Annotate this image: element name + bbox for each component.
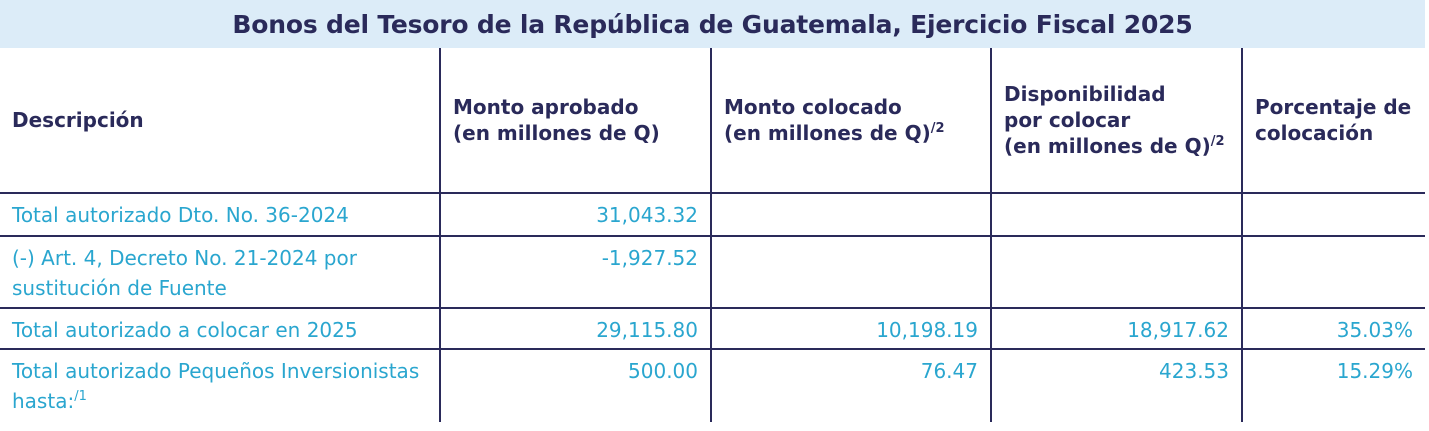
table-row: (-) Art. 4, Decreto No. 21-2024 por sust… (0, 236, 1425, 308)
header-disponibilidad-line3-wrap: (en millones de Q)/2 (1004, 133, 1229, 159)
header-disponibilidad-line3: (en millones de Q) (1004, 134, 1211, 158)
cell-monto-colocado: 76.47 (710, 349, 991, 422)
cell-monto-aprobado: 31,043.32 (439, 193, 711, 236)
header-monto-colocado-line1: Monto colocado (724, 95, 902, 119)
header-porcentaje: Porcentaje de colocación (1241, 48, 1425, 193)
cell-monto-colocado (710, 236, 991, 308)
cell-monto-colocado: 10,198.19 (710, 308, 991, 349)
header-monto-aprobado-line2: (en millones de Q) (453, 121, 660, 145)
cell-porcentaje (1241, 193, 1425, 236)
cell-disponibilidad (990, 193, 1242, 236)
header-descripcion-label: Descripción (12, 108, 144, 132)
header-monto-colocado-line2-wrap: (en millones de Q)/2 (724, 120, 978, 146)
cell-descripcion: Total autorizado a colocar en 2025 (12, 318, 358, 342)
header-porcentaje-line1: Porcentaje de (1255, 95, 1412, 119)
header-disponibilidad-note: /2 (1210, 134, 1225, 149)
cell-monto-aprobado: 500.00 (439, 349, 711, 422)
header-disponibilidad: Disponibilidad por colocar (en millones … (990, 48, 1242, 193)
cell-disponibilidad: 18,917.62 (990, 308, 1242, 349)
cell-porcentaje (1241, 236, 1425, 308)
cell-disponibilidad (990, 236, 1242, 308)
title-bar: Bonos del Tesoro de la República de Guat… (0, 0, 1425, 48)
table-title: Bonos del Tesoro de la República de Guat… (232, 9, 1193, 39)
header-monto-colocado: Monto colocado (en millones de Q)/2 (710, 48, 991, 193)
table-row: Total autorizado a colocar en 2025 29,11… (0, 308, 1425, 349)
header-monto-colocado-note: /2 (930, 121, 945, 136)
table-row: Total autorizado Dto. No. 36-2024 31,043… (0, 193, 1425, 236)
header-row: Descripción Monto aprobado (en millones … (0, 48, 1425, 193)
header-porcentaje-line2: colocación (1255, 121, 1374, 145)
header-monto-aprobado-line1: Monto aprobado (453, 95, 639, 119)
header-monto-colocado-line2: (en millones de Q) (724, 121, 931, 145)
header-disponibilidad-line1: Disponibilidad (1004, 82, 1166, 106)
cell-descripcion: Total autorizado Pequeños Inversionistas… (12, 359, 420, 413)
bonos-table: Descripción Monto aprobado (en millones … (0, 48, 1425, 422)
cell-descripcion: (-) Art. 4, Decreto No. 21-2024 por sust… (12, 246, 357, 300)
cell-monto-colocado (710, 193, 991, 236)
cell-descripcion-note: /1 (74, 389, 87, 404)
cell-porcentaje: 15.29% (1241, 349, 1425, 422)
cell-monto-aprobado: 29,115.80 (439, 308, 711, 349)
table-row: Total autorizado Pequeños Inversionistas… (0, 349, 1425, 422)
header-descripcion: Descripción (0, 48, 440, 193)
cell-monto-aprobado: -1,927.52 (439, 236, 711, 308)
cell-porcentaje: 35.03% (1241, 308, 1425, 349)
header-disponibilidad-line2: por colocar (1004, 108, 1131, 132)
header-monto-aprobado: Monto aprobado (en millones de Q) (439, 48, 711, 193)
cell-descripcion-wrap: Total autorizado Pequeños Inversionistas… (0, 349, 440, 422)
cell-descripcion: Total autorizado Dto. No. 36-2024 (12, 203, 349, 227)
cell-disponibilidad: 423.53 (990, 349, 1242, 422)
